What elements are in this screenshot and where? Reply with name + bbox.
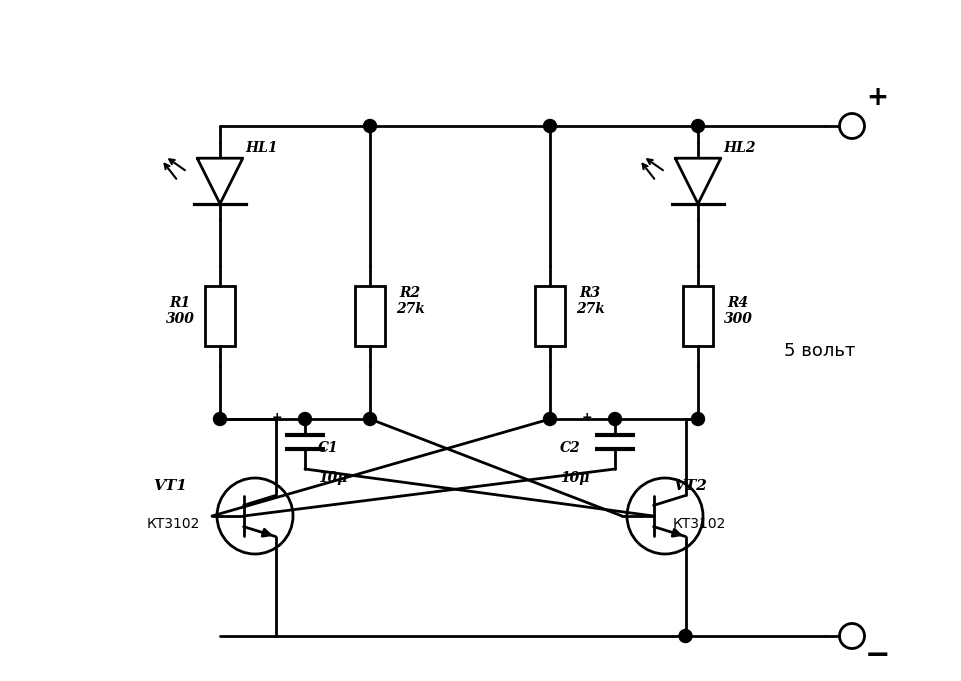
Circle shape [213, 413, 226, 426]
Bar [205, 286, 234, 346]
Polygon shape [675, 158, 720, 204]
Circle shape [543, 413, 555, 426]
Circle shape [608, 413, 621, 426]
Text: HL1: HL1 [245, 141, 277, 155]
Circle shape [543, 119, 555, 133]
Text: R2
27k: R2 27k [395, 286, 424, 316]
Bar [682, 286, 712, 346]
Circle shape [678, 629, 691, 642]
Text: C2: C2 [559, 441, 580, 455]
Text: +: + [581, 411, 592, 424]
Text: 10μ: 10μ [318, 471, 347, 485]
Text: КТ3102: КТ3102 [147, 517, 200, 531]
Text: 5 вольт: 5 вольт [783, 342, 854, 360]
Text: HL2: HL2 [723, 141, 754, 155]
Text: R1
300: R1 300 [165, 296, 194, 326]
Circle shape [691, 119, 703, 133]
Circle shape [363, 119, 376, 133]
Text: 10μ: 10μ [559, 471, 589, 485]
Polygon shape [197, 158, 242, 204]
Circle shape [298, 413, 311, 426]
Text: VT1: VT1 [153, 479, 186, 493]
Text: VT2: VT2 [673, 479, 706, 493]
Text: R4
300: R4 300 [723, 296, 752, 326]
Text: C1: C1 [318, 441, 338, 455]
Text: КТ3102: КТ3102 [673, 517, 726, 531]
Text: R3
27k: R3 27k [575, 286, 604, 316]
Circle shape [691, 413, 703, 426]
Text: +: + [271, 411, 282, 424]
Text: −: − [863, 642, 889, 671]
Bar [355, 286, 384, 346]
Bar [534, 286, 564, 346]
Text: +: + [865, 85, 887, 111]
Circle shape [363, 413, 376, 426]
